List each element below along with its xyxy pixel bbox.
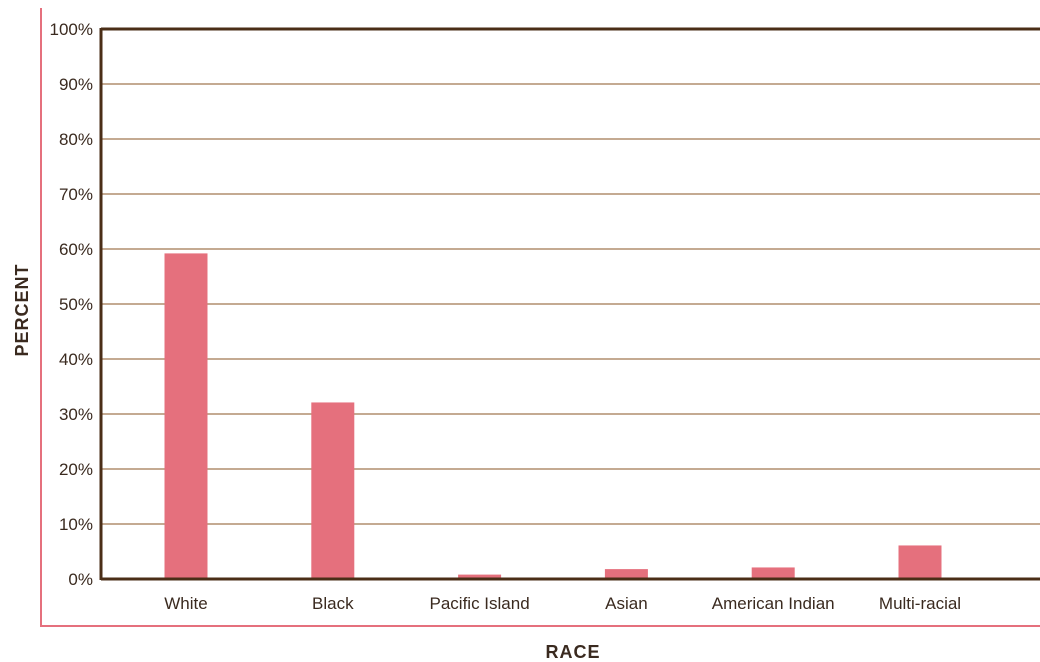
x-category-label: White [164, 594, 207, 613]
x-category-label: Black [312, 594, 354, 613]
bar-black [311, 402, 355, 579]
bars [164, 253, 942, 579]
bar-american-indian [751, 567, 795, 579]
bar-asian [604, 569, 648, 579]
y-axis-title: PERCENT [12, 263, 32, 356]
x-category-label: Asian [605, 594, 648, 613]
y-tick-label: 10% [59, 515, 93, 534]
y-tick-label: 40% [59, 350, 93, 369]
y-tick-labels: 0% 10% 20% 30% 40% 50% 60% 70% 80% 90% 100% [50, 20, 93, 589]
y-tick-label: 0% [68, 570, 93, 589]
y-tick-label: 50% [59, 295, 93, 314]
y-tick-label: 20% [59, 460, 93, 479]
x-axis-title: RACE [545, 642, 600, 662]
plot-axes [99, 27, 1040, 581]
bar-pacific-island [458, 574, 502, 579]
y-tick-label: 70% [59, 185, 93, 204]
bar-white [164, 253, 208, 579]
y-tick-label: 100% [50, 20, 93, 39]
x-category-labels: White Black Pacific Island Asian American In… [164, 594, 961, 613]
x-category-label: Multi-racial [879, 594, 961, 613]
gridlines [101, 83, 1040, 525]
y-tick-label: 90% [59, 75, 93, 94]
x-category-label: Pacific Island [430, 594, 530, 613]
y-tick-label: 30% [59, 405, 93, 424]
y-tick-label: 60% [59, 240, 93, 259]
bar-multi-racial [898, 545, 942, 579]
x-category-label: American Indian [712, 594, 835, 613]
y-tick-label: 80% [59, 130, 93, 149]
